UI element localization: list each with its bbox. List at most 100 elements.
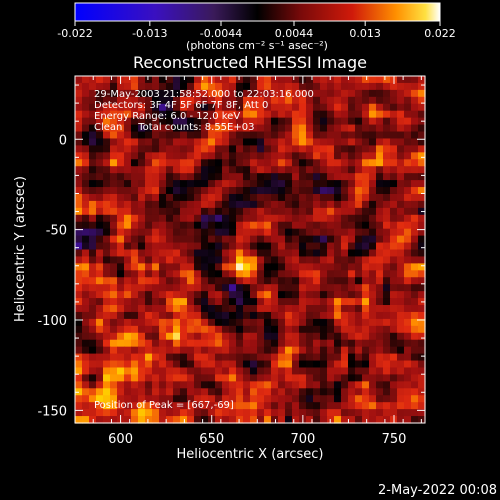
heatmap-cell	[82, 395, 90, 403]
heatmap-cell	[117, 159, 125, 167]
heatmap-cell	[173, 242, 181, 251]
heatmap-cell	[110, 103, 118, 112]
heatmap-cell	[306, 131, 314, 140]
heatmap-cell	[145, 263, 153, 271]
heatmap-cell	[313, 221, 321, 230]
heatmap-cell	[229, 256, 237, 264]
heatmap-cell	[243, 117, 251, 126]
heatmap-cell	[243, 318, 251, 327]
heatmap-cell	[96, 235, 104, 244]
heatmap-cell	[264, 138, 272, 146]
heatmap-cell	[173, 298, 181, 306]
heatmap-cell	[327, 187, 335, 195]
heatmap-cell	[348, 214, 356, 223]
heatmap-cell	[327, 159, 335, 167]
heatmap-cell	[124, 374, 132, 382]
heatmap-cell	[96, 173, 104, 181]
heatmap-cell	[96, 228, 104, 237]
heatmap-cell	[313, 207, 321, 216]
plot-frame	[74, 75, 426, 424]
heatmap-cell	[411, 305, 419, 313]
heatmap-cell	[292, 82, 300, 91]
heatmap-cell	[320, 318, 328, 327]
heatmap-cell	[117, 221, 125, 230]
heatmap-cell	[187, 145, 195, 153]
heatmap-cell	[348, 89, 356, 98]
heatmap-cell	[215, 152, 223, 160]
heatmap-cell	[383, 159, 391, 167]
heatmap-cell	[215, 270, 223, 278]
heatmap-cell	[152, 159, 160, 167]
heatmap-cell	[103, 221, 111, 230]
heatmap-cell	[159, 89, 167, 98]
heatmap-cell	[215, 402, 223, 410]
heatmap-cell	[75, 96, 83, 105]
heatmap-cell	[285, 332, 293, 341]
heatmap-cell	[334, 270, 342, 278]
heatmap-cell	[89, 82, 97, 91]
heatmap-cell	[215, 124, 223, 133]
heatmap-cell	[418, 270, 426, 278]
heatmap-cell	[145, 117, 153, 126]
heatmap-cell	[250, 235, 258, 244]
heatmap-cell	[131, 318, 139, 327]
heatmap-cell	[341, 214, 349, 223]
heatmap-cell	[292, 76, 300, 84]
heatmap-cell	[89, 180, 97, 188]
heatmap-cell	[243, 353, 251, 362]
heatmap-cell	[194, 152, 202, 160]
heatmap-cell	[341, 339, 349, 348]
heatmap-cell	[180, 402, 188, 410]
heatmap-cell	[103, 284, 111, 292]
heatmap-cell	[383, 193, 391, 202]
heatmap-cell	[138, 346, 146, 355]
heatmap-cell	[327, 166, 335, 174]
heatmap-cell	[124, 388, 132, 396]
heatmap-cell	[103, 242, 111, 251]
heatmap-cell	[201, 284, 209, 292]
heatmap-cell	[131, 270, 139, 278]
heatmap-cell	[166, 180, 174, 188]
heatmap-cell	[306, 180, 314, 188]
heatmap-cell	[222, 103, 230, 112]
heatmap-cell	[110, 207, 118, 216]
heatmap-cell	[201, 110, 209, 119]
heatmap-cell	[229, 388, 237, 396]
heatmap-cell	[278, 145, 286, 153]
colorbar-tick-label: 0.022	[424, 27, 456, 40]
heatmap-cell	[103, 249, 111, 258]
heatmap-cell	[299, 263, 307, 271]
heatmap-cell	[131, 388, 139, 396]
heatmap-cell	[173, 228, 181, 237]
heatmap-cell	[243, 263, 251, 271]
heatmap-cell	[362, 360, 370, 369]
heatmap-cell	[166, 402, 174, 410]
heatmap-cell	[278, 173, 286, 181]
heatmap-cell	[208, 325, 216, 334]
heatmap-cell	[313, 381, 321, 389]
heatmap-cell	[306, 207, 314, 216]
heatmap-cell	[180, 110, 188, 119]
heatmap-cell	[376, 180, 384, 188]
heatmap-cell	[173, 207, 181, 216]
heatmap-cell	[131, 193, 139, 202]
heatmap-cell	[201, 131, 209, 140]
heatmap-cell	[222, 242, 230, 251]
heatmap-cell	[117, 353, 125, 362]
heatmap-cell	[313, 325, 321, 334]
heatmap-cell	[215, 110, 223, 119]
heatmap-cell	[145, 409, 153, 417]
heatmap-cell	[229, 353, 237, 362]
heatmap-cell	[250, 291, 258, 299]
heatmap-cell	[285, 270, 293, 278]
heatmap-cell	[334, 395, 342, 403]
heatmap-cell	[236, 311, 244, 320]
heatmap-cell	[341, 249, 349, 258]
heatmap-cell	[250, 325, 258, 334]
heatmap-cell	[145, 207, 153, 216]
heatmap-cell	[376, 103, 384, 112]
heatmap-cell	[327, 110, 335, 119]
heatmap-cell	[313, 277, 321, 285]
heatmap-cell	[397, 270, 405, 278]
heatmap-cell	[180, 152, 188, 160]
